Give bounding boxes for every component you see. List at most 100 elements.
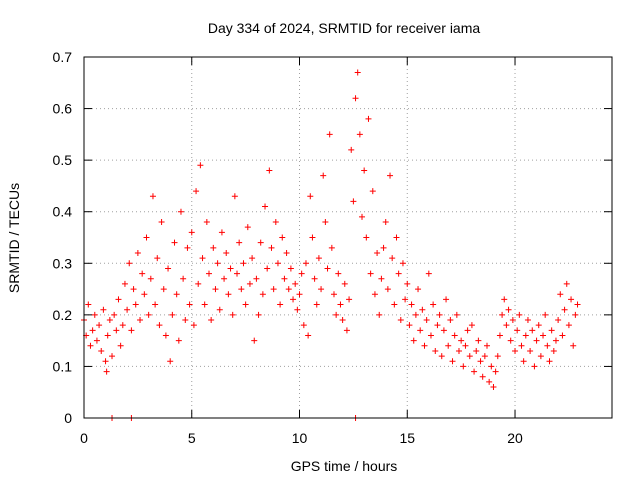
data-point	[391, 301, 398, 308]
data-point	[542, 311, 549, 318]
data-point	[145, 311, 152, 318]
data-point	[337, 301, 344, 308]
data-point	[98, 347, 105, 354]
data-point	[550, 347, 557, 354]
data-point	[322, 219, 329, 226]
y-tick-label: 0.4	[53, 204, 73, 220]
data-point	[328, 244, 335, 251]
data-point	[341, 280, 348, 287]
data-point	[246, 280, 253, 287]
data-point	[484, 342, 491, 349]
data-point	[395, 270, 402, 277]
data-point	[527, 347, 534, 354]
data-point	[343, 327, 350, 334]
data-point	[186, 301, 193, 308]
data-point	[333, 311, 340, 318]
data-point	[124, 306, 131, 313]
data-point	[292, 280, 299, 287]
data-point	[374, 249, 381, 256]
data-point	[177, 208, 184, 215]
data-point	[356, 131, 363, 138]
data-point	[149, 193, 156, 200]
data-point	[466, 353, 473, 360]
grid-lines	[84, 57, 612, 418]
data-point	[533, 337, 540, 344]
data-point	[490, 384, 497, 391]
data-point	[406, 322, 413, 329]
data-point	[387, 172, 394, 179]
data-point	[346, 296, 353, 303]
data-point	[143, 234, 150, 241]
data-point	[552, 337, 559, 344]
data-point	[488, 363, 495, 370]
data-point	[126, 260, 133, 267]
chart-title: Day 334 of 2024, SRMTID for receiver iam…	[208, 20, 481, 36]
data-point	[568, 296, 575, 303]
data-point	[227, 265, 234, 272]
data-point	[330, 291, 337, 298]
data-point	[113, 327, 120, 334]
data-point	[447, 317, 454, 324]
data-point	[572, 311, 579, 318]
data-point	[544, 342, 551, 349]
data-point	[195, 280, 202, 287]
data-point	[91, 311, 98, 318]
data-point	[371, 291, 378, 298]
data-point	[376, 311, 383, 318]
data-point	[492, 368, 499, 375]
data-point	[354, 69, 361, 76]
data-point	[509, 317, 516, 324]
data-point	[259, 291, 266, 298]
data-point	[96, 322, 103, 329]
data-point	[522, 332, 529, 339]
y-tick-label: 0.7	[53, 49, 73, 65]
data-point	[208, 317, 215, 324]
y-tick-label: 0.1	[53, 358, 73, 374]
data-point	[158, 219, 165, 226]
x-axis-label: GPS time / hours	[291, 458, 398, 474]
data-point	[85, 301, 92, 308]
data-point	[240, 260, 247, 267]
data-point	[302, 260, 309, 267]
data-point	[115, 296, 122, 303]
data-point	[548, 327, 555, 334]
data-point	[287, 265, 294, 272]
data-point	[165, 265, 172, 272]
y-tick-label: 0.3	[53, 255, 73, 271]
data-point	[501, 296, 508, 303]
data-point	[128, 327, 135, 334]
data-point	[218, 229, 225, 236]
data-point	[468, 322, 475, 329]
data-point	[171, 239, 178, 246]
axis-ticks	[83, 56, 612, 419]
data-point	[162, 332, 169, 339]
data-point	[167, 358, 174, 365]
data-point	[430, 301, 437, 308]
data-point	[87, 342, 94, 349]
data-point	[320, 172, 327, 179]
data-point	[460, 363, 467, 370]
data-point	[546, 358, 553, 365]
data-point	[117, 342, 124, 349]
data-point	[188, 229, 195, 236]
data-point	[479, 373, 486, 380]
data-point	[410, 337, 417, 344]
data-point	[326, 131, 333, 138]
data-point	[382, 219, 389, 226]
data-point	[255, 311, 262, 318]
data-point	[516, 311, 523, 318]
data-point	[190, 322, 197, 329]
data-point	[272, 219, 279, 226]
data-point	[557, 291, 564, 298]
data-point	[147, 275, 154, 282]
data-point	[425, 270, 432, 277]
data-point	[281, 275, 288, 282]
data-point	[335, 270, 342, 277]
data-point	[421, 342, 428, 349]
data-point	[229, 311, 236, 318]
data-point	[393, 234, 400, 241]
data-point	[154, 255, 161, 262]
data-point	[535, 322, 542, 329]
data-point	[514, 327, 521, 334]
